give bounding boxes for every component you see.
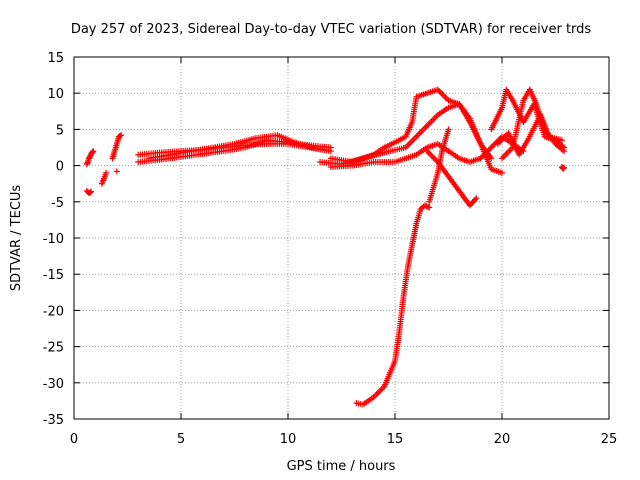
data-point [558,137,565,144]
data-point [473,195,480,202]
x-tick-label: 25 [601,432,618,447]
data-point [426,204,433,211]
axis-ticks: 0 5 10 15 20 25 15 10 5 0 -5 -10 -15 -20 -25 -30 -35 [43,51,618,447]
series-evening-rise-1 [327,86,495,165]
series-early-segment-2 [83,187,95,197]
y-tick-label: -35 [43,413,64,428]
data-point [87,189,94,196]
y-axis-label: SDTVAR / TECUs [9,185,24,292]
x-tick-label: 5 [177,432,185,447]
data-point [327,144,334,151]
data-point [103,169,110,176]
y-tick-label: 10 [47,87,64,102]
series-early-segment-1 [83,148,97,168]
series-late-cluster-3 [494,111,565,158]
y-tick-label: -10 [43,232,64,247]
series-recovery [426,126,452,205]
x-axis-label: GPS time / hours [287,459,396,474]
chart-title: Day 257 of 2023, Sidereal Day-to-day VTE… [71,22,592,37]
data-point [499,169,505,176]
x-tick-label: 0 [70,432,78,447]
series-early-segment-4 [109,132,125,162]
data-point [88,188,95,195]
series-late-tail [558,164,568,172]
data-point [118,132,125,139]
y-tick-label: -25 [43,341,64,356]
y-tick-label: -20 [43,304,64,319]
y-tick-label: -5 [51,196,64,211]
x-tick-label: 15 [387,432,404,447]
series-early-segment-3 [98,169,110,187]
data-point [561,164,568,171]
y-tick-label: -15 [43,268,64,283]
y-tick-label: -30 [43,377,64,392]
y-tick-label: 5 [56,123,64,138]
data-point [488,155,495,162]
data-point [117,132,124,139]
data-point [561,148,568,155]
x-tick-label: 10 [280,432,297,447]
data-point [424,203,431,210]
y-tick-label: 0 [56,160,64,175]
data-point [90,148,97,155]
series-deep-drop [353,202,433,408]
data-point [317,146,324,153]
series-evening-dip [424,148,480,209]
y-tick-label: 15 [47,51,64,66]
x-tick-label: 20 [494,432,511,447]
data-point [445,126,452,133]
series-early-segment-5 [113,168,120,175]
data-point [113,168,120,175]
data-marks [83,86,568,408]
series-daytime-band-c [145,132,324,162]
